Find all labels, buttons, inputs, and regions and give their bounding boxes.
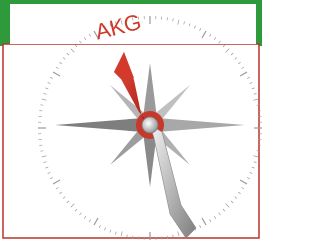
hub [142, 117, 158, 133]
compass-image: AKG [0, 0, 262, 241]
page: AKG (() => { const data = JSON.parse(doc… [0, 0, 262, 241]
